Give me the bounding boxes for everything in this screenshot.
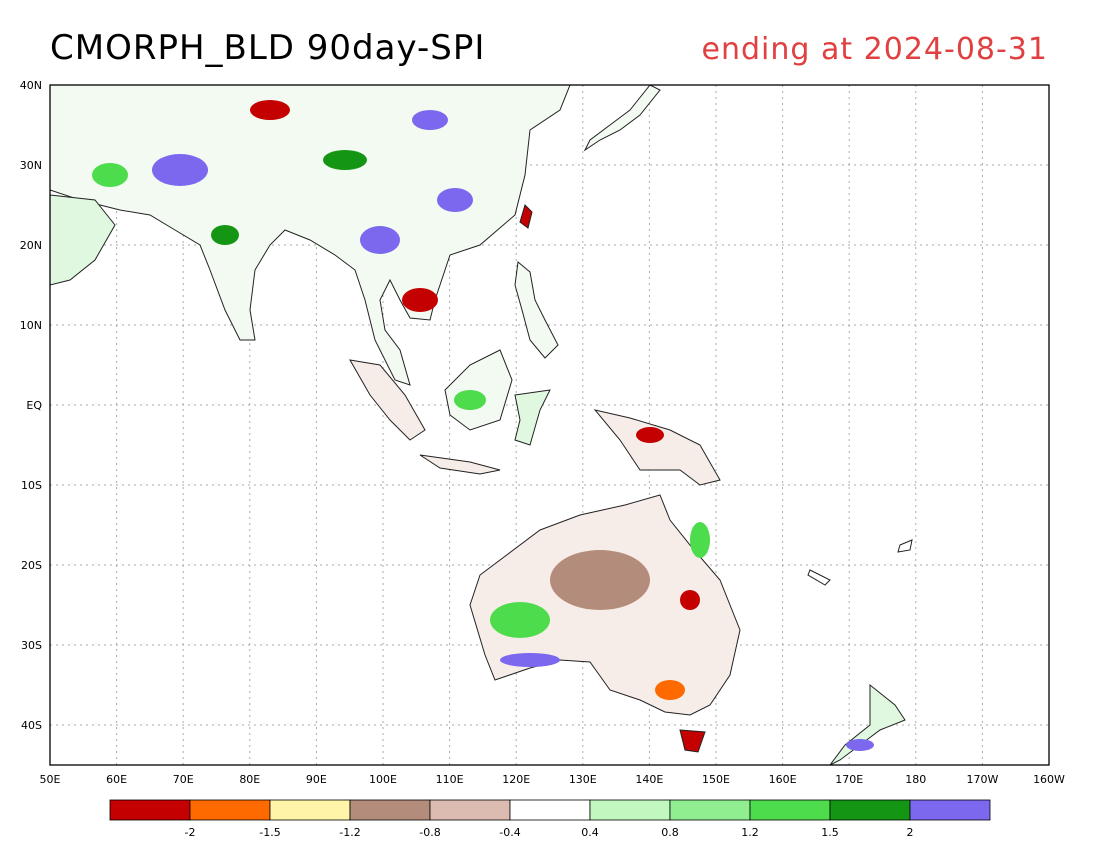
land-japan [583, 85, 661, 152]
legend-swatch [109, 799, 191, 821]
lon-tick-label: 70E [173, 773, 194, 786]
land-new-caledonia [807, 569, 831, 586]
lat-tick-label: 30N [20, 159, 42, 172]
legend-swatch [909, 799, 991, 821]
map-title: CMORPH_BLD 90day-SPI [50, 28, 486, 68]
legend-label: 0.4 [581, 826, 599, 839]
lat-tick-label: EQ [26, 399, 42, 412]
lat-tick-label: 20N [20, 239, 42, 252]
legend-swatch [589, 799, 671, 821]
lon-tick-label: 160W [1033, 773, 1065, 786]
lon-tick-label: 130E [569, 773, 597, 786]
legend-label: 0.8 [661, 826, 679, 839]
land-asia [50, 85, 571, 386]
land-sumatra [349, 359, 426, 441]
latitude-labels: 40N 30N 20N 10N EQ 10S 20S 30S 40S [20, 79, 43, 732]
land-java [419, 454, 501, 475]
legend-label: -0.4 [499, 826, 520, 839]
lon-tick-label: 150E [702, 773, 730, 786]
lat-tick-label: 30S [21, 639, 42, 652]
lat-tick-label: 10N [20, 319, 42, 332]
legend-swatch [429, 799, 511, 821]
lon-tick-label: 110E [436, 773, 464, 786]
lon-tick-label: 180 [905, 773, 926, 786]
legend-label: 1.5 [821, 826, 839, 839]
anomaly-patches [92, 100, 874, 751]
land-borneo [444, 349, 513, 431]
legend-swatch [509, 799, 591, 821]
lon-tick-label: 160E [769, 773, 797, 786]
lat-tick-label: 10S [21, 479, 42, 492]
map-frame [49, 84, 1050, 766]
lat-tick-label: 40N [20, 79, 42, 92]
lon-tick-label: 50E [40, 773, 61, 786]
lon-tick-label: 170W [966, 773, 998, 786]
lat-tick-label: 20S [21, 559, 42, 572]
lon-tick-label: 80E [239, 773, 260, 786]
land-philippines [514, 261, 559, 359]
legend-label: -0.8 [419, 826, 440, 839]
lat-tick-label: 40S [21, 719, 42, 732]
legend-label: -1.2 [339, 826, 360, 839]
land-fiji [897, 539, 913, 553]
lon-tick-label: 120E [502, 773, 530, 786]
legend-label: -2 [185, 826, 196, 839]
longitude-labels: 50E 60E 70E 80E 90E 100E 110E 120E 130E 140E 150E 1… [40, 773, 1066, 786]
land-tasmania [679, 729, 706, 753]
legend-label: -1.5 [259, 826, 280, 839]
lon-tick-label: 60E [106, 773, 127, 786]
legend-swatch [749, 799, 831, 821]
legend-swatch [829, 799, 911, 821]
legend-swatch [669, 799, 751, 821]
color-legend: -2 -1.5 -1.2 -0.8 -0.4 0.4 0.8 1.2 1.5 2 [109, 799, 991, 839]
legend-swatch [269, 799, 351, 821]
legend-label: 1.2 [741, 826, 759, 839]
lon-tick-label: 140E [635, 773, 663, 786]
date-label: ending at 2024-08-31 [701, 32, 1048, 67]
lon-tick-label: 100E [369, 773, 397, 786]
land-layer [50, 85, 913, 765]
lon-tick-label: 90E [306, 773, 327, 786]
land-sulawesi [514, 389, 551, 446]
legend-swatch [189, 799, 271, 821]
land-new-guinea [593, 409, 721, 486]
land-arabia [50, 194, 116, 286]
land-taiwan [519, 204, 533, 229]
legend-swatch [349, 799, 431, 821]
legend-label: 2 [907, 826, 914, 839]
lon-tick-label: 170E [835, 773, 863, 786]
